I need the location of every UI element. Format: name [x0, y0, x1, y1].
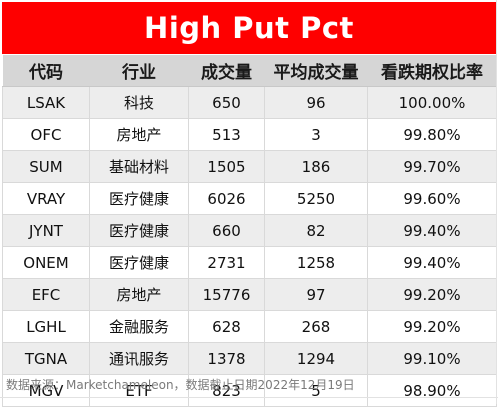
table-title: High Put Pct	[144, 11, 354, 45]
cell-put-ratio[interactable]: 99.10%	[367, 342, 497, 375]
cell-ticker[interactable]: EFC	[2, 278, 90, 311]
cell-sector[interactable]: 金融服务	[89, 310, 189, 343]
cell-avg-volume[interactable]: 3	[264, 118, 368, 151]
cell-put-ratio[interactable]: 99.60%	[367, 182, 497, 215]
cell-avg-volume[interactable]: 82	[264, 214, 368, 247]
cell-put-ratio[interactable]: 99.40%	[367, 246, 497, 279]
table-row: ONEM 医疗健康 2731 1258 99.40%	[2, 246, 497, 279]
cell-put-ratio[interactable]: 99.20%	[367, 310, 497, 343]
cell-avg-volume[interactable]: 5250	[264, 182, 368, 215]
header-put-ratio[interactable]: 看跌期权比率	[367, 55, 497, 87]
table-row: LSAK 科技 650 96 100.00%	[2, 86, 497, 119]
cell-volume[interactable]: 628	[188, 310, 265, 343]
cell-volume[interactable]: 15776	[188, 278, 265, 311]
cell-sector[interactable]: 医疗健康	[89, 182, 189, 215]
cell-sector[interactable]: 基础材料	[89, 150, 189, 183]
cell-volume[interactable]: 6026	[188, 182, 265, 215]
sheet-gridline-bottom	[0, 397, 498, 398]
cell-sector[interactable]: ETF	[89, 374, 189, 407]
table-row: MGV ETF 823 5 98.90%	[2, 374, 497, 407]
cell-sector[interactable]: 医疗健康	[89, 246, 189, 279]
cell-volume[interactable]: 660	[188, 214, 265, 247]
cell-put-ratio[interactable]: 99.40%	[367, 214, 497, 247]
cell-avg-volume[interactable]: 1258	[264, 246, 368, 279]
table-row: LGHL 金融服务 628 268 99.20%	[2, 310, 497, 343]
table-row: TGNA 通讯服务 1378 1294 99.10%	[2, 342, 497, 375]
cell-volume[interactable]: 513	[188, 118, 265, 151]
cell-ticker[interactable]: LSAK	[2, 86, 90, 119]
cell-ticker[interactable]: ONEM	[2, 246, 90, 279]
header-volume[interactable]: 成交量	[188, 55, 265, 87]
cell-put-ratio[interactable]: 98.90%	[367, 374, 497, 407]
cell-sector[interactable]: 房地产	[89, 118, 189, 151]
table-row: OFC 房地产 513 3 99.80%	[2, 118, 497, 151]
cell-ticker[interactable]: JYNT	[2, 214, 90, 247]
cell-avg-volume[interactable]: 96	[264, 86, 368, 119]
header-row: 代码 行业 成交量 平均成交量 看跌期权比率	[2, 55, 497, 87]
cell-put-ratio[interactable]: 100.00%	[367, 86, 497, 119]
table-row: JYNT 医疗健康 660 82 99.40%	[2, 214, 497, 247]
cell-ticker[interactable]: SUM	[2, 150, 90, 183]
header-ticker[interactable]: 代码	[2, 55, 90, 87]
cell-avg-volume[interactable]: 97	[264, 278, 368, 311]
cell-sector[interactable]: 医疗健康	[89, 214, 189, 247]
cell-put-ratio[interactable]: 99.80%	[367, 118, 497, 151]
put-ratio-table: 代码 行业 成交量 平均成交量 看跌期权比率 LSAK 科技 650 96 10…	[2, 55, 497, 407]
table-row: EFC 房地产 15776 97 99.20%	[2, 278, 497, 311]
header-sector[interactable]: 行业	[89, 55, 189, 87]
cell-avg-volume[interactable]: 268	[264, 310, 368, 343]
table-row: SUM 基础材料 1505 186 99.70%	[2, 150, 497, 183]
cell-put-ratio[interactable]: 99.70%	[367, 150, 497, 183]
cell-sector[interactable]: 房地产	[89, 278, 189, 311]
cell-sector[interactable]: 科技	[89, 86, 189, 119]
title-banner[interactable]: High Put Pct	[2, 2, 497, 54]
cell-put-ratio[interactable]: 99.20%	[367, 278, 497, 311]
source-footnote[interactable]: 数据来源：Marketchameleon，数据截止日期2022年12月19日	[6, 378, 355, 392]
cell-volume[interactable]: 823	[188, 374, 265, 407]
cell-avg-volume[interactable]: 186	[264, 150, 368, 183]
cell-ticker[interactable]: TGNA	[2, 342, 90, 375]
table-row: VRAY 医疗健康 6026 5250 99.60%	[2, 182, 497, 215]
cell-volume[interactable]: 650	[188, 86, 265, 119]
cell-sector[interactable]: 通讯服务	[89, 342, 189, 375]
cell-volume[interactable]: 1378	[188, 342, 265, 375]
cell-volume[interactable]: 1505	[188, 150, 265, 183]
cell-ticker[interactable]: OFC	[2, 118, 90, 151]
cell-volume[interactable]: 2731	[188, 246, 265, 279]
cell-ticker[interactable]: MGV	[2, 374, 90, 407]
cell-ticker[interactable]: VRAY	[2, 182, 90, 215]
cell-avg-volume[interactable]: 1294	[264, 342, 368, 375]
header-avg-volume[interactable]: 平均成交量	[264, 55, 368, 87]
cell-ticker[interactable]: LGHL	[2, 310, 90, 343]
sheet-gridline-right	[496, 0, 497, 404]
